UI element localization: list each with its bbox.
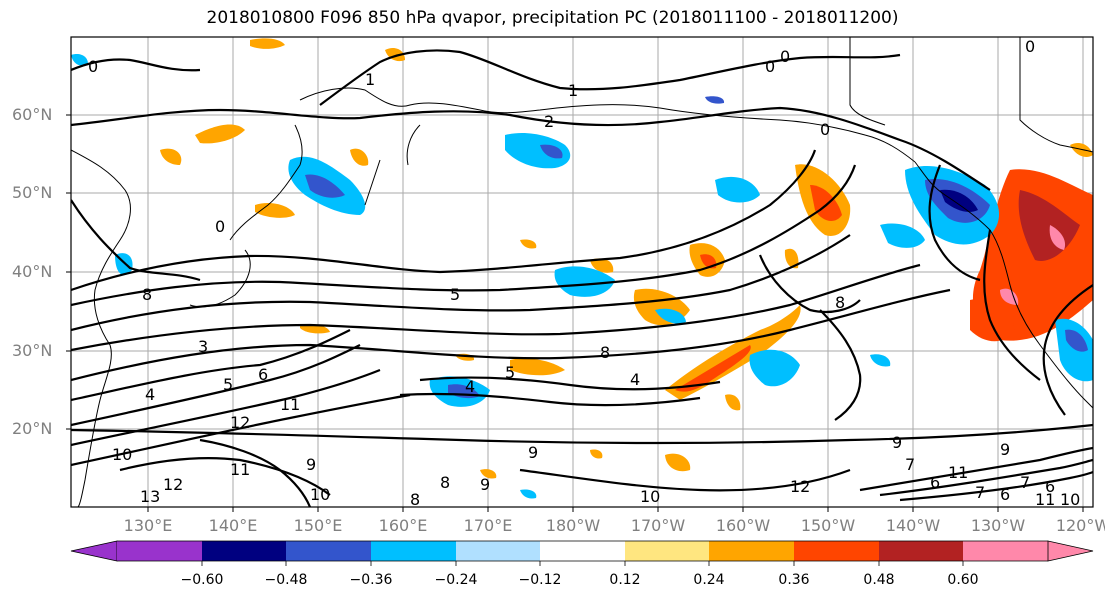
longitude-label: 170°E	[463, 516, 513, 535]
contour-label: 4	[145, 385, 155, 404]
contour-label: 9	[480, 475, 490, 494]
contour-label: 10	[112, 445, 132, 464]
contour-label: 6	[258, 365, 268, 384]
contour-label: 0	[1025, 37, 1035, 56]
contour-label: 2	[544, 112, 554, 131]
longitude-label: 170°W	[630, 516, 686, 535]
colorbar-segment	[879, 541, 963, 561]
colorbar-tick-label: −0.12	[518, 572, 562, 588]
colorbar-segment	[540, 541, 625, 561]
contour-label: 0	[780, 47, 790, 66]
contour-label: 8	[600, 343, 610, 362]
map-title: 2018010800 F096 850 hPa qvapor, precipit…	[206, 8, 899, 28]
colorbar-segment	[709, 541, 794, 561]
longitude-label: 180°W	[545, 516, 601, 535]
precip-negative-shading	[71, 54, 1093, 499]
contour-label: 4	[465, 377, 475, 396]
contour-label: 8	[410, 490, 420, 509]
contour-label: 12	[163, 475, 183, 494]
contour-label: 5	[223, 375, 233, 394]
colorbar	[70, 540, 1094, 566]
latitude-label: 20°N	[12, 419, 53, 438]
contour-label: 9	[528, 443, 538, 462]
colorbar-segment	[456, 541, 540, 561]
colorbar-tick-label: 0.60	[947, 572, 979, 588]
colorbar-tick-label: 0.48	[863, 572, 895, 588]
latitude-label: 30°N	[12, 341, 53, 360]
contour-label: 0	[765, 57, 775, 76]
colorbar-segment	[70, 540, 118, 562]
contour-label: 10	[640, 487, 660, 506]
axis-ticks	[66, 114, 1084, 512]
contour-label: 10	[310, 485, 330, 504]
contour-label: 7	[905, 455, 915, 474]
contour-label: 3	[198, 337, 208, 356]
contour-label: 8	[835, 293, 845, 312]
contour-label: 13	[140, 487, 160, 506]
contour-label: 1	[365, 70, 375, 89]
contour-label: 12	[230, 413, 250, 432]
longitude-label: 150°E	[293, 516, 343, 535]
contour-label: 6	[930, 473, 940, 492]
latitude-label: 40°N	[12, 262, 53, 281]
latitude-label: 50°N	[12, 183, 53, 202]
colorbar-tick-label: 0.36	[778, 572, 810, 588]
colorbar-tick-label: −0.36	[349, 572, 393, 588]
colorbar-segment	[202, 541, 286, 561]
contour-label: 5	[505, 363, 515, 382]
colorbar-tick-label: 0.12	[609, 572, 641, 588]
contour-label: 7	[1020, 473, 1030, 492]
longitude-label: 130°E	[123, 516, 173, 535]
colorbar-segment	[1047, 540, 1094, 562]
colorbar-tick-label: −0.60	[180, 572, 224, 588]
contour-label: 11	[1035, 490, 1055, 509]
contour-label: 1	[568, 81, 578, 100]
contour-label: 11	[948, 463, 968, 482]
colorbar-tick-label: 0.24	[693, 572, 725, 588]
contour-label: 12	[790, 477, 810, 496]
colorbar-segment	[963, 541, 1048, 561]
contour-label: 8	[142, 285, 152, 304]
longitude-label: 150°W	[800, 516, 856, 535]
contour-label: 0	[215, 217, 225, 236]
longitude-label: 140°W	[885, 516, 941, 535]
colorbar-segment	[117, 541, 202, 561]
contour-label: 11	[230, 460, 250, 479]
contour-label: 8	[440, 473, 450, 492]
latitude-label: 60°N	[12, 105, 53, 124]
contour-label: 5	[450, 285, 460, 304]
longitude-label: 120°W	[1055, 516, 1105, 535]
contour-label: 10	[1060, 490, 1080, 509]
contour-label: 9	[1000, 440, 1010, 459]
contour-label: 6	[1045, 477, 1055, 496]
colorbar-tick-label: −0.24	[434, 572, 478, 588]
longitude-label: 160°W	[715, 516, 771, 535]
longitude-label: 160°E	[378, 516, 428, 535]
colorbar-segment	[286, 541, 371, 561]
contour-label: 6	[1000, 485, 1010, 504]
longitude-label: 130°W	[970, 516, 1026, 535]
contour-label: 9	[892, 433, 902, 452]
contour-label-group: 0 0 0 1 1 2 0 0 0 5 3 4 5 6 8 8 4 4 5 12…	[88, 37, 1080, 509]
contour-label: 9	[306, 455, 316, 474]
colorbar-segment	[794, 541, 879, 561]
colorbar-tick-label: −0.48	[264, 572, 308, 588]
colorbar-segment	[625, 541, 709, 561]
longitude-label: 140°E	[208, 516, 258, 535]
contour-label: 0	[820, 120, 830, 139]
map-content: 0 0 0 1 1 2 0 0 0 5 3 4 5 6 8 8 4 4 5 12…	[71, 37, 1093, 509]
contour-label: 0	[88, 57, 98, 76]
qvapor-contours	[71, 49, 1093, 507]
contour-label: 11	[280, 395, 300, 414]
contour-label: 7	[975, 483, 985, 502]
colorbar-segment	[371, 541, 456, 561]
contour-label: 4	[630, 370, 640, 389]
